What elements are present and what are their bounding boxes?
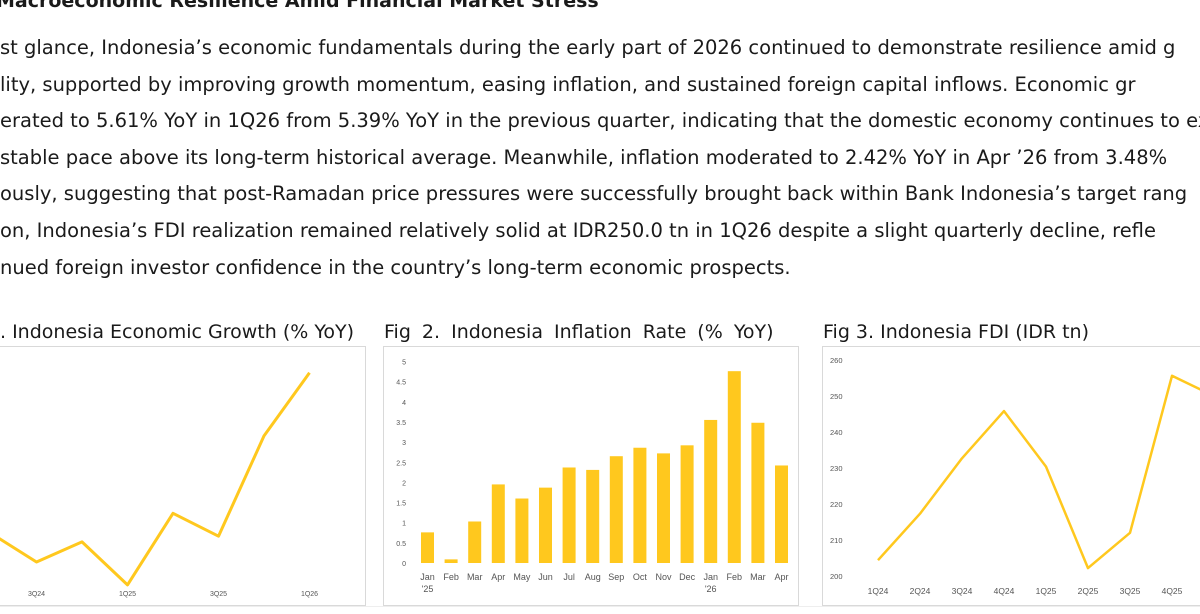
fig3-plot: 200 210 220 230 240 250 260 1Q24 2Q24 3Q24 4Q24 1Q2… xyxy=(830,356,1200,596)
paragraph-line: stable pace above its long-term historic… xyxy=(0,146,1168,169)
x-year-label: '26 xyxy=(705,584,717,594)
x-tick-label: Aug xyxy=(585,572,601,582)
paragraph-line: st glance, Indonesia’s economic fundamen… xyxy=(0,36,1176,59)
y-tick-label: 0.5 xyxy=(396,541,406,548)
inflation-bar xyxy=(657,453,670,563)
x-tick-label: Feb xyxy=(727,572,743,582)
inflation-bar xyxy=(727,371,741,563)
x-tick-label: Jun xyxy=(538,572,553,582)
inflation-bar xyxy=(515,498,529,563)
y-tick-label: 0 xyxy=(402,561,406,568)
y-tick-label: 3 xyxy=(402,440,406,447)
x-tick-label: 3Q25 xyxy=(210,591,227,598)
inflation-bar xyxy=(775,465,788,563)
fig1-title: . Indonesia Economic Growth (% YoY) xyxy=(0,321,355,343)
inflation-bar xyxy=(491,484,505,563)
fig3-title: Fig 3. Indonesia FDI (IDR tn) xyxy=(823,321,1090,343)
fig2-title: Fig 2. Indonesia Inflation Rate (% YoY) xyxy=(384,321,774,343)
x-tick-label: 1Q26 xyxy=(301,591,318,598)
fig2-plot: 0 0.5 1 1.5 2 2.5 3 3.5 4 4.5 5 Jan '25 Feb Mar Apr May J… xyxy=(396,360,788,595)
paragraph-line: erated to 5.61% YoY in 1Q26 from 5.39% Y… xyxy=(0,109,1200,132)
x-tick-label: 2Q25 xyxy=(1078,586,1099,596)
x-tick-label: Apr xyxy=(491,572,505,582)
x-tick-label: Jan xyxy=(703,572,718,582)
x-tick-label: 4Q25 xyxy=(1162,586,1183,596)
x-tick-label: Mar xyxy=(467,572,483,582)
fig2-inflation-chart: 0 0.5 1 1.5 2 2.5 3 3.5 4 4.5 5 Jan '25 Feb Mar Apr May J… xyxy=(383,346,799,606)
y-tick-label: 4 xyxy=(402,400,406,407)
inflation-bar xyxy=(421,532,434,563)
inflation-bar xyxy=(609,456,623,563)
paragraph-line: lity, supported by improving growth mome… xyxy=(0,73,1136,96)
inflation-bar xyxy=(704,419,718,563)
y-tick-label: 240 xyxy=(830,428,843,437)
paragraph-line: ously, suggesting that post-Ramadan pric… xyxy=(0,182,1188,205)
fdi-series-line xyxy=(877,374,1200,570)
inflation-bar xyxy=(680,445,694,563)
growth-series-line xyxy=(0,371,311,587)
inflation-bar xyxy=(468,521,482,563)
y-tick-label: 3.5 xyxy=(396,420,406,427)
y-tick-label: 250 xyxy=(830,392,843,401)
x-tick-label: Dec xyxy=(679,572,696,582)
x-tick-label: Jan xyxy=(420,572,435,582)
x-tick-label: 3Q24 xyxy=(952,586,973,596)
x-tick-label: 1Q25 xyxy=(119,591,136,598)
x-tick-label: 3Q24 xyxy=(28,591,45,598)
y-tick-label: 5 xyxy=(402,360,406,367)
x-tick-label: 1Q25 xyxy=(1036,586,1057,596)
inflation-bar xyxy=(586,469,600,563)
bottom-divider xyxy=(0,606,1200,607)
x-year-label: '25 xyxy=(422,584,434,594)
y-tick-label: 220 xyxy=(830,500,843,509)
x-tick-label: Feb xyxy=(443,572,459,582)
inflation-bar xyxy=(633,447,647,563)
paragraph-line: on, Indonesia’s FDI realization remained… xyxy=(0,219,1156,242)
x-tick-label: Apr xyxy=(774,572,788,582)
x-tick-label: Mar xyxy=(750,572,766,582)
fig1-growth-chart: 3Q24 1Q25 3Q25 1Q26 xyxy=(0,346,366,606)
x-tick-label: 4Q24 xyxy=(994,586,1015,596)
y-tick-label: 210 xyxy=(830,536,843,545)
y-tick-label: 1.5 xyxy=(396,501,406,508)
x-tick-label: Nov xyxy=(655,572,672,582)
x-tick-label: Sep xyxy=(608,572,624,582)
inflation-bar xyxy=(562,467,576,563)
x-tick-label: 2Q24 xyxy=(910,586,931,596)
inflation-bar xyxy=(444,559,458,563)
x-tick-label: Oct xyxy=(633,572,648,582)
x-tick-label: Jul xyxy=(563,572,575,582)
y-tick-label: 4.5 xyxy=(396,380,406,387)
x-tick-label: 3Q25 xyxy=(1120,586,1141,596)
inflation-bar xyxy=(751,422,765,563)
x-tick-label: 1Q24 xyxy=(868,586,889,596)
y-tick-label: 2 xyxy=(402,480,406,487)
y-tick-label: 1 xyxy=(402,521,406,528)
section-heading: Macroeconomic Resilience Amid Financial … xyxy=(0,0,599,12)
fig3-fdi-chart: 200 210 220 230 240 250 260 1Q24 2Q24 3Q24 4Q24 1Q2… xyxy=(822,346,1200,606)
paragraph-line: nued foreign investor confidence in the … xyxy=(0,256,791,279)
y-tick-label: 230 xyxy=(830,464,843,473)
y-tick-label: 2.5 xyxy=(396,460,406,467)
y-tick-label: 200 xyxy=(830,572,843,581)
x-tick-label: May xyxy=(513,572,531,582)
y-tick-label: 260 xyxy=(830,356,843,365)
inflation-bar xyxy=(539,487,552,563)
fig1-plot: 3Q24 1Q25 3Q25 1Q26 xyxy=(0,371,318,598)
